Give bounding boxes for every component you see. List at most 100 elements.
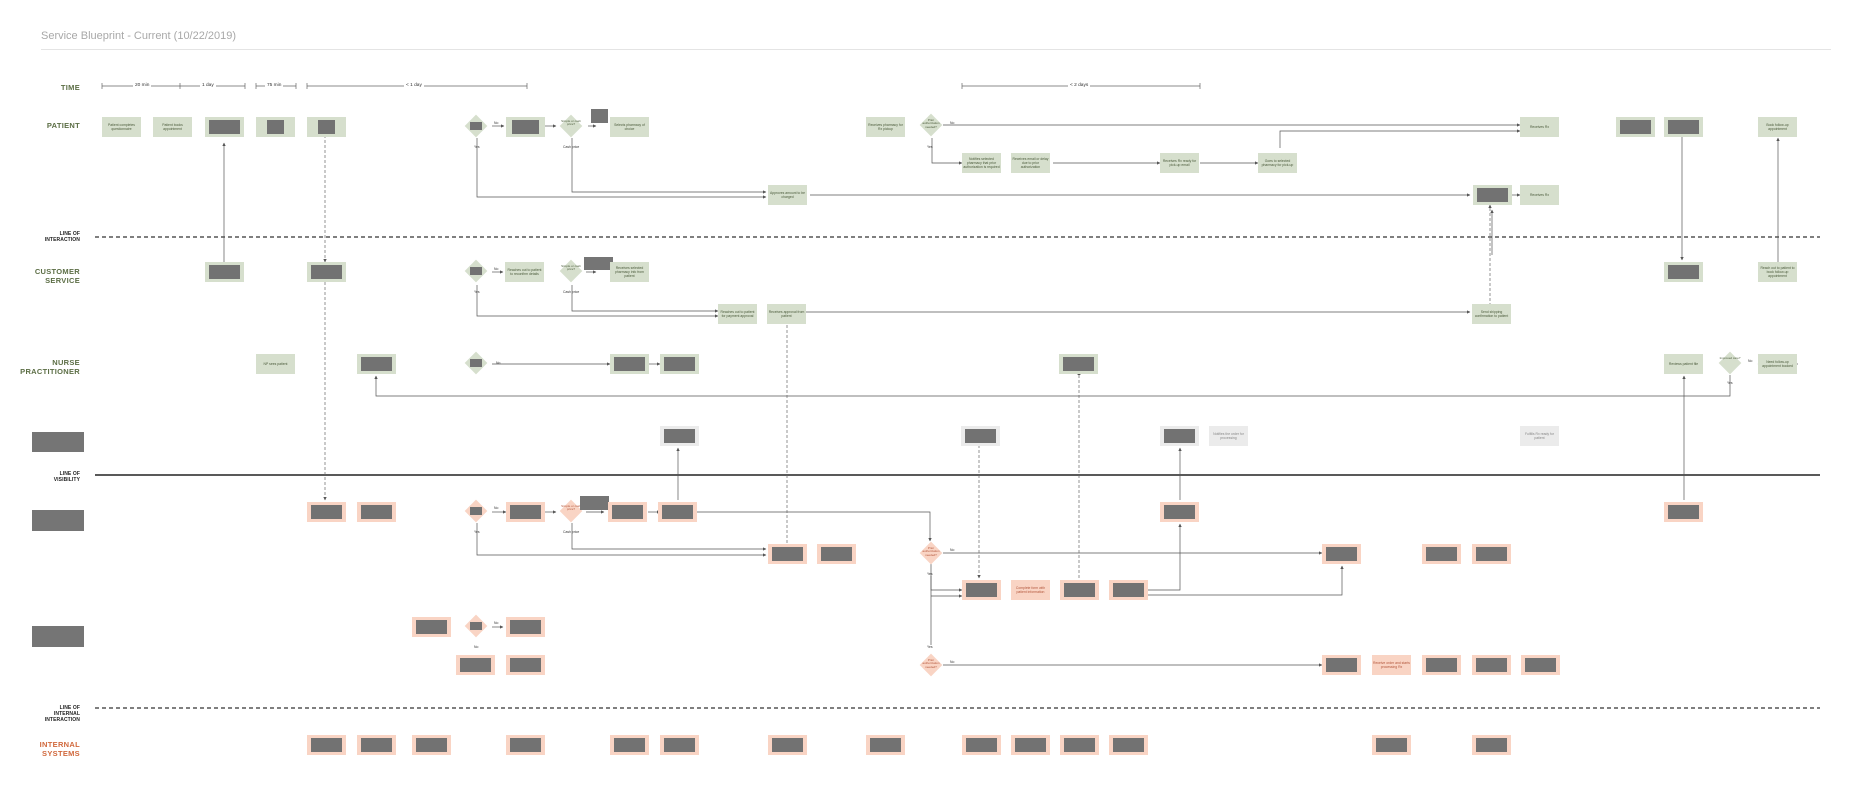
patient-books-appointment: Patient books appointment xyxy=(153,117,192,137)
label-no: No xyxy=(950,121,955,125)
orange-step-redacted xyxy=(1664,502,1703,522)
orange-step-redacted xyxy=(658,502,697,522)
redacted-lane-label xyxy=(32,510,84,531)
label-no: No xyxy=(494,506,499,510)
label-no: No xyxy=(1748,359,1753,363)
grey-step-redacted xyxy=(1160,426,1199,446)
label-yes: Yes xyxy=(927,645,933,649)
lane-customer-service: CUSTOMER SERVICE xyxy=(20,267,80,285)
grey-fulfills-rx: Fulfills Rx ready for patient xyxy=(1520,426,1559,446)
patient-decision-redacted xyxy=(464,114,488,138)
cs-simple-or-cash-decision: Simple or cash price? xyxy=(559,259,583,283)
label-no: No xyxy=(494,267,499,271)
label-no: No xyxy=(950,548,955,552)
lane-internal-systems: INTERNAL SYSTEMS xyxy=(20,740,80,758)
orange-step-redacted xyxy=(1322,544,1361,564)
lane-time: TIME xyxy=(60,83,80,92)
np-reviews-patient-file: Reviews patient file xyxy=(1664,354,1703,374)
cs-receives-approval: Receives approval from patient xyxy=(767,304,806,324)
system-redacted xyxy=(1109,735,1148,755)
orange-step-redacted xyxy=(357,502,396,522)
orange-step-redacted xyxy=(1060,580,1099,600)
lane-customer-service-l1: CUSTOMER xyxy=(34,267,80,276)
system-redacted xyxy=(412,735,451,755)
system-redacted xyxy=(1472,735,1511,755)
orange-simple-or-cash-decision: Simple or cash price? xyxy=(559,499,583,523)
label-no: No xyxy=(950,660,955,664)
system-redacted xyxy=(768,735,807,755)
label-no: No xyxy=(494,121,499,125)
timeline-label-20min: 20 min xyxy=(133,83,152,88)
cs-reach-out-followup: Reach out to patient to book follow-up a… xyxy=(1758,262,1797,282)
np-improved-care-decision: Improved care? xyxy=(1718,351,1742,375)
timeline-label-lt2days: < 2 days xyxy=(1068,83,1091,88)
patient-receives-rx-1: Receives Rx xyxy=(1520,117,1559,137)
orange-step-redacted xyxy=(768,544,807,564)
label-cash-price: Cash price xyxy=(563,145,580,149)
orange-prior-auth-decision-2: Prior authorization needed? xyxy=(919,653,943,677)
cs-send-shipping-confirmation: Send shipping confirmation to patient xyxy=(1472,304,1511,324)
timeline-label-75min: 75 min xyxy=(265,83,284,88)
redacted-lane-label xyxy=(32,432,84,452)
orange-step-redacted xyxy=(456,655,495,675)
system-redacted xyxy=(357,735,396,755)
lane-line-internal-l3: INTERACTION xyxy=(44,716,80,723)
orange-prior-auth-decision-1: Prior authorization needed? xyxy=(919,541,943,565)
label-no: No xyxy=(494,621,499,625)
lane-line-of-interaction: LINE OF INTERACTION xyxy=(20,231,80,244)
patient-receives-ready-email: Receives Rx ready for pick-up email xyxy=(1160,153,1199,173)
system-redacted xyxy=(1060,735,1099,755)
label-no: No xyxy=(496,361,501,365)
cs-decision-redacted xyxy=(464,259,488,283)
grey-step-redacted xyxy=(961,426,1000,446)
patient-receives-rx-2: Receives Rx xyxy=(1520,185,1559,205)
orange-step-redacted xyxy=(506,502,545,522)
np-need-followup: Need follow-up appointment booked xyxy=(1758,354,1797,374)
orange-complete-form: Complete form with patient information xyxy=(1011,580,1050,600)
patient-approves-amount: Approves amount to be charged xyxy=(768,185,807,205)
lane-line-of-interaction-l2: INTERACTION xyxy=(44,236,80,243)
system-redacted xyxy=(962,735,1001,755)
lane-nurse-l2: PRACTITIONER xyxy=(20,366,80,376)
patient-step-redacted xyxy=(256,117,295,137)
label-yes: Yes xyxy=(474,290,480,294)
orange-step-redacted xyxy=(1422,655,1461,675)
orange-step-redacted xyxy=(608,502,647,522)
system-redacted xyxy=(1372,735,1411,755)
lane-line-of-visibility-l2: VISIBILITY xyxy=(53,476,80,483)
timeline-label-lt1day: < 1 day xyxy=(404,83,424,88)
orange-step-redacted xyxy=(1472,655,1511,675)
orange-step-redacted xyxy=(1422,544,1461,564)
patient-simple-or-cash-decision: Simple or cash price? xyxy=(559,114,583,138)
flow-arrows xyxy=(222,123,1798,667)
patient-completes-questionnaire: Patient completes questionnaire xyxy=(102,117,141,137)
orange-step-redacted xyxy=(307,502,346,522)
orange-step-redacted xyxy=(1109,580,1148,600)
lane-line-of-visibility: LINE OF VISIBILITY xyxy=(20,471,80,484)
patient-step-redacted xyxy=(1664,117,1703,137)
patient-step-redacted xyxy=(307,117,346,137)
orange-decision-redacted xyxy=(464,614,488,638)
patient-step-redacted xyxy=(506,117,545,137)
patient-step-redacted xyxy=(205,117,244,137)
label-yes: Yes xyxy=(927,572,933,576)
dashed-arrows xyxy=(323,135,1492,579)
lane-patient: PATIENT xyxy=(46,121,80,130)
np-sees-patient: NP sees patient xyxy=(256,354,295,374)
patient-notifies-pharmacy: Notifies selected pharmacy that prior au… xyxy=(962,153,1001,173)
patient-receives-pharmacy: Receives pharmacy for Rx pickup xyxy=(866,117,905,137)
cs-payment-approval-outreach: Reaches out to patient for payment appro… xyxy=(718,304,757,324)
np-step-redacted xyxy=(610,354,649,374)
cs-step-redacted xyxy=(1664,262,1703,282)
lane-line-internal-l1: LINE OF xyxy=(59,705,80,711)
system-redacted xyxy=(506,735,545,755)
orange-step-redacted xyxy=(1521,655,1560,675)
grey-notifies-order: Notifies the order for processing xyxy=(1209,426,1248,446)
lane-nurse-practitioner: NURSE PRACTITIONER xyxy=(20,358,80,376)
lane-internal-systems-l1: INTERNAL xyxy=(39,740,80,749)
label-yes: Yes xyxy=(927,145,933,149)
orange-decision-redacted xyxy=(464,499,488,523)
orange-step-redacted xyxy=(1322,655,1361,675)
patient-step-redacted xyxy=(1473,185,1512,205)
